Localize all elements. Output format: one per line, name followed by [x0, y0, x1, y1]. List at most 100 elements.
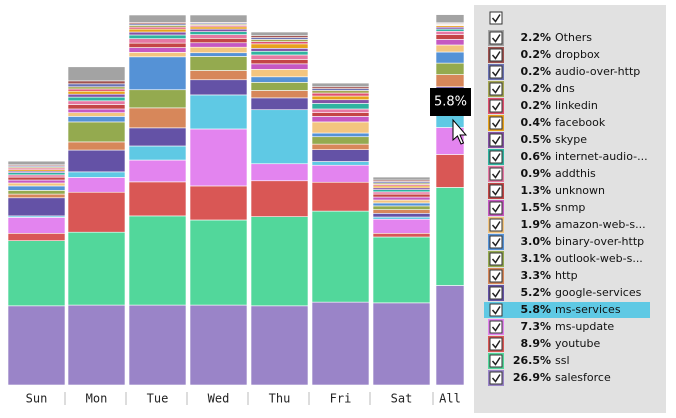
legend-name: ms-services [555, 303, 621, 316]
legend-name: internet-audio-... [555, 150, 648, 163]
legend-name: audio-over-http [555, 65, 640, 78]
bar-segment [372, 216, 431, 220]
legend-checkbox[interactable] [489, 320, 503, 334]
legend-check [491, 221, 501, 230]
bar-segment [250, 59, 309, 65]
legend-check [491, 119, 501, 128]
legend-value: 8.9% [520, 337, 551, 350]
bar-segment [189, 70, 248, 81]
bar-segment [189, 52, 248, 57]
bar-segment [250, 216, 309, 307]
legend-panel [474, 5, 666, 413]
legend-value: 3.1% [520, 252, 551, 265]
legend: 2.2% Others 0.2% dropbox 0.2% audio-over-http… [484, 30, 650, 386]
legend-checkbox[interactable] [489, 48, 503, 62]
bar-segment [189, 185, 248, 221]
legend-checkbox[interactable] [489, 184, 503, 198]
legend-checkbox[interactable] [489, 133, 503, 147]
legend-value: 1.3% [520, 184, 551, 197]
legend-value: 0.2% [520, 65, 551, 78]
bar-segment [250, 50, 309, 56]
legend-checkbox[interactable] [489, 303, 503, 317]
bar-segment [250, 47, 309, 52]
bar-segment [67, 88, 126, 92]
legend-checkbox[interactable] [489, 235, 503, 249]
legend-checkbox[interactable] [489, 354, 503, 368]
legend-checkbox[interactable] [489, 252, 503, 266]
legend-checkbox[interactable] [489, 371, 503, 385]
legend-checkbox[interactable] [489, 167, 503, 181]
bar-segment [128, 145, 187, 161]
bar-segment [250, 43, 309, 49]
legend-checkbox[interactable] [489, 286, 503, 300]
legend-checkbox[interactable] [489, 269, 503, 283]
legend-name: addthis [555, 167, 596, 180]
bar-segment [67, 121, 126, 143]
legend-value: 7.3% [520, 320, 551, 333]
legend-checkbox[interactable] [489, 99, 503, 113]
bar-segment [128, 38, 187, 44]
legend-checkbox[interactable] [489, 65, 503, 79]
legend-name: dns [555, 82, 575, 95]
bar-segment [189, 42, 248, 48]
legend-check [491, 34, 501, 43]
bar-segment [311, 164, 370, 183]
legend-check [491, 102, 501, 111]
legend-value: 0.5% [520, 133, 551, 146]
bar-segment [435, 30, 465, 35]
bar-segment [372, 205, 431, 210]
legend-check [491, 153, 501, 162]
bar-segment [311, 136, 370, 145]
bar-segment [67, 90, 126, 95]
bar-segment [128, 107, 187, 129]
bar-segment [189, 56, 248, 71]
legend-value: 26.5% [513, 354, 551, 367]
bar-segment [250, 31, 309, 37]
tooltip: 5.8% [430, 88, 471, 116]
bar-segment [250, 82, 309, 91]
legend-checkbox[interactable] [489, 31, 503, 45]
legend-check [491, 272, 501, 281]
bar-segment [311, 149, 370, 162]
legend-check [491, 238, 501, 247]
legend-checkbox[interactable] [489, 150, 503, 164]
bar-segment [372, 218, 431, 234]
legend-checkbox[interactable] [489, 116, 503, 130]
bar-segment [128, 31, 187, 36]
legend-check [491, 340, 501, 349]
bar-segment [67, 171, 126, 178]
legend-checkbox[interactable] [489, 82, 503, 96]
bar-segment [250, 41, 309, 45]
legend-checkbox[interactable] [489, 218, 503, 232]
select-all-checkbox[interactable] [489, 11, 503, 25]
bar-segment [128, 42, 187, 48]
bar-segment [311, 112, 370, 117]
bar-segment [250, 163, 309, 182]
bar-segment [7, 160, 66, 166]
bar-segment [189, 94, 248, 130]
bar-segment [435, 34, 465, 40]
legend-name: linkedin [555, 99, 598, 112]
legend-checkbox[interactable] [489, 337, 503, 351]
legend-name: youtube [555, 337, 600, 350]
legend-name: google-services [555, 286, 642, 299]
bar-segment [67, 100, 126, 105]
bar-segment [67, 93, 126, 98]
bar-segment [189, 31, 248, 35]
legend-value: 1.9% [520, 218, 551, 231]
legend-checkbox[interactable] [489, 201, 503, 215]
bar-segment [7, 240, 66, 307]
legend-check [491, 85, 501, 94]
legend-check [491, 357, 501, 366]
bar-segment [372, 196, 431, 201]
bar-segment [311, 181, 370, 212]
x-tick-label: Sat [391, 392, 413, 406]
bar-segment [128, 89, 187, 109]
bar-segment [128, 34, 187, 39]
legend-name: skype [555, 133, 587, 146]
bar-segment [189, 79, 248, 96]
bar-segment [7, 305, 66, 386]
bar-segment [250, 76, 309, 83]
bar-segment [67, 116, 126, 123]
